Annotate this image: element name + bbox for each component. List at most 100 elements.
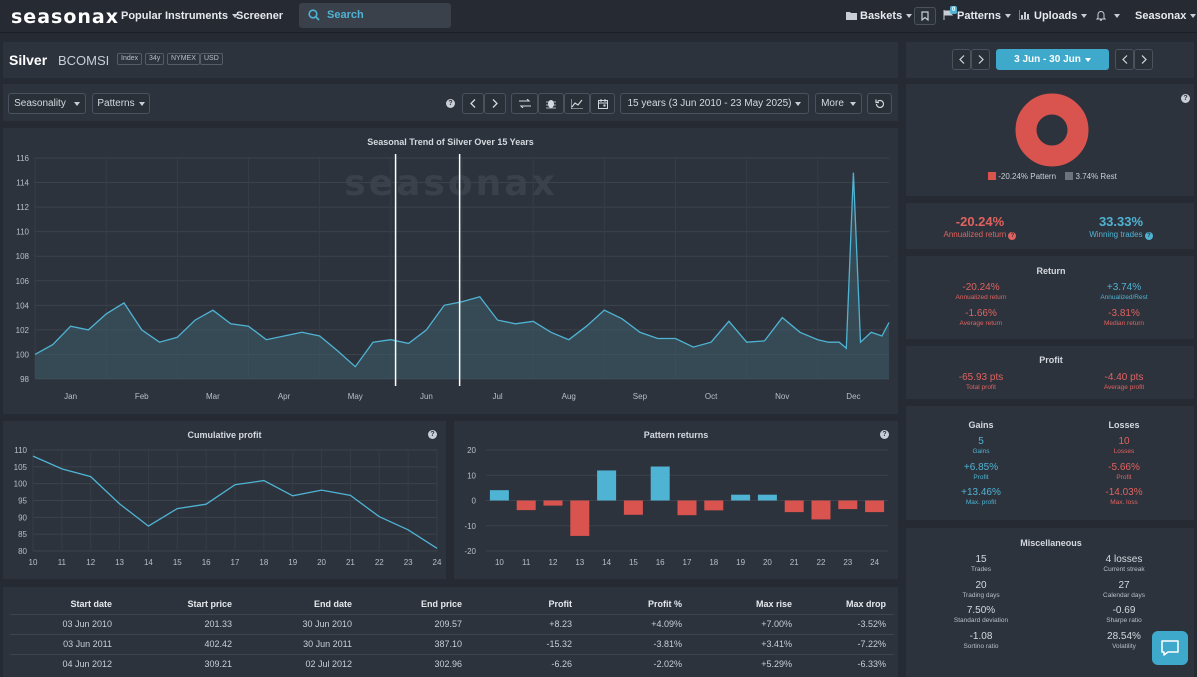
tag-index: Index: [117, 53, 143, 65]
table-row[interactable]: 03 Jun 2011 402.42 30 Jun 2011 387.10 -1…: [10, 633, 894, 654]
seasonax-logo[interactable]: seasonax: [11, 6, 119, 28]
chat-button[interactable]: [1152, 631, 1188, 665]
x-axis-month-label: Jul: [492, 392, 502, 401]
line-chart-icon: [571, 98, 583, 109]
x-axis-tick-label: 19: [288, 558, 297, 567]
line-chart-button[interactable]: [564, 93, 590, 114]
chevron-left-icon: [470, 99, 476, 108]
pattern-return-bar: [489, 490, 509, 501]
x-axis-month-label: Jan: [64, 392, 77, 401]
seasonal-trend-area: [35, 172, 889, 379]
x-axis-tick-label: 24: [870, 558, 879, 567]
x-axis-month-label: Aug: [562, 392, 576, 401]
screener-link[interactable]: Screener: [236, 10, 284, 22]
y-axis-tick-label: 104: [16, 301, 30, 310]
x-axis-tick-label: 24: [433, 558, 442, 567]
bookmark-button[interactable]: [914, 7, 936, 25]
range-next-end-button[interactable]: [1134, 49, 1153, 70]
pattern-return-bar: [731, 494, 751, 501]
x-axis-month-label: Nov: [775, 392, 789, 401]
search-input[interactable]: Search: [299, 3, 451, 28]
profit-cell: -15.32: [470, 633, 580, 654]
y-axis-tick-label: 114: [16, 179, 29, 188]
notifications-menu[interactable]: [1095, 10, 1120, 22]
y-axis-tick-label: 10: [467, 471, 476, 480]
column-header[interactable]: End date: [313, 598, 352, 609]
patterns-dropdown[interactable]: Patterns: [92, 93, 150, 114]
pattern-returns-panel: Pattern returns ? 20 10 0 -10 -20 10 11 12 13 14 1…: [454, 421, 898, 579]
help-icon[interactable]: ?: [446, 99, 455, 108]
help-icon[interactable]: ?: [428, 430, 437, 439]
pattern-returns-chart[interactable]: 20 10 0 -10 -20 10 11 12 13 14 15 16 17 18 19 20 21 22 23 2…: [454, 421, 898, 579]
reset-button[interactable]: [867, 93, 892, 114]
gains-losses-panel: Gains Losses 5 Gains 10 Losses +6.85% Profi…: [906, 406, 1194, 520]
volatility-label: Volatility: [1112, 643, 1136, 650]
seasonal-chart[interactable]: seasonax 116 114 112 110 108 106 104 102 100 98 Jan…: [3, 128, 898, 414]
account-menu[interactable]: Seasonax: [1135, 10, 1197, 22]
column-header[interactable]: Start date: [70, 598, 112, 609]
table-header-row: Start date Start price End date End pric…: [10, 594, 894, 614]
column-header[interactable]: Max drop: [845, 598, 886, 609]
chevron-left-icon: [1121, 55, 1127, 64]
seasonality-dropdown[interactable]: Seasonality: [8, 93, 86, 114]
period-dropdown[interactable]: 15 years (3 Jun 2010 - 23 May 2025): [620, 93, 809, 114]
y-axis-tick-label: 98: [20, 375, 29, 384]
x-axis-tick-label: 13: [575, 558, 584, 567]
max-profit-label: Max. profit: [965, 499, 997, 506]
x-axis-month-label: Dec: [846, 392, 860, 401]
detrend-button[interactable]: [538, 93, 564, 114]
help-icon[interactable]: ?: [880, 430, 889, 439]
x-axis-tick-label: 15: [629, 558, 638, 567]
compare-button[interactable]: [511, 93, 538, 114]
annualized-return-value: -20.24%: [955, 214, 1005, 229]
column-header[interactable]: Start price: [187, 598, 232, 609]
column-header[interactable]: End price: [420, 598, 462, 609]
pattern-donut-chart[interactable]: [1014, 92, 1090, 168]
table-row[interactable]: 03 Jun 2010 201.33 30 Jun 2010 209.57 +8…: [10, 613, 894, 634]
calendar-button[interactable]: [590, 93, 615, 114]
help-icon[interactable]: ?: [1144, 232, 1153, 240]
trades-value: 15: [975, 554, 987, 565]
table-row[interactable]: 04 Jun 2012 309.21 02 Jul 2012 302.96 -6…: [10, 653, 894, 674]
start-date-cell: 03 Jun 2010: [10, 613, 120, 634]
column-header[interactable]: Profit: [548, 598, 573, 609]
max-drop-cell: -3.52%: [800, 613, 894, 634]
gain-profit-label: Profit: [973, 474, 989, 481]
more-dropdown[interactable]: More: [815, 93, 862, 114]
x-axis-tick-label: 23: [404, 558, 413, 567]
date-range-dropdown[interactable]: 3 Jun - 30 Jun: [996, 49, 1109, 70]
volatility-value: 28.54%: [1107, 631, 1141, 642]
y-axis-tick-label: 110: [14, 446, 27, 455]
start-price-cell: 402.42: [120, 633, 240, 654]
calendar-icon: [597, 98, 608, 109]
uploads-menu[interactable]: Uploads: [1018, 10, 1088, 22]
chevron-down-icon: [73, 101, 80, 106]
help-icon[interactable]: ?: [1181, 94, 1190, 103]
previous-button[interactable]: [462, 93, 484, 114]
popular-instruments-menu[interactable]: Popular Instruments: [121, 10, 238, 22]
return-section-title: Return: [1036, 266, 1066, 276]
patterns-menu[interactable]: Patterns 0: [943, 6, 1012, 22]
pattern-return-bar: [623, 500, 643, 515]
max-rise-cell: +7.00%: [690, 613, 800, 634]
x-axis-tick-label: 11: [58, 558, 67, 567]
range-prev-end-button[interactable]: [1115, 49, 1134, 70]
x-axis-tick-label: 10: [29, 558, 38, 567]
range-prev-start-button[interactable]: [952, 49, 971, 70]
next-button[interactable]: [484, 93, 506, 114]
y-axis-tick-label: 100: [14, 480, 28, 489]
loss-profit-value: -5.66%: [1108, 462, 1140, 473]
column-header[interactable]: Max rise: [755, 598, 792, 609]
annualized-return-label: Annualized return: [955, 294, 1007, 301]
chevron-down-icon: [795, 101, 802, 106]
cumulative-profit-panel: Cumulative profit ? 110 105 100 95 90 85 80 10 1…: [3, 421, 446, 579]
y-axis-tick-label: 80: [18, 547, 27, 556]
current-streak-label: Current streak: [1103, 566, 1145, 573]
help-icon[interactable]: ?: [1008, 232, 1017, 240]
max-loss-value: -14.03%: [1105, 487, 1143, 498]
baskets-menu[interactable]: Baskets: [846, 10, 913, 22]
column-header[interactable]: Profit %: [647, 598, 682, 609]
range-next-start-button[interactable]: [971, 49, 990, 70]
pattern-return-bar: [597, 470, 617, 501]
